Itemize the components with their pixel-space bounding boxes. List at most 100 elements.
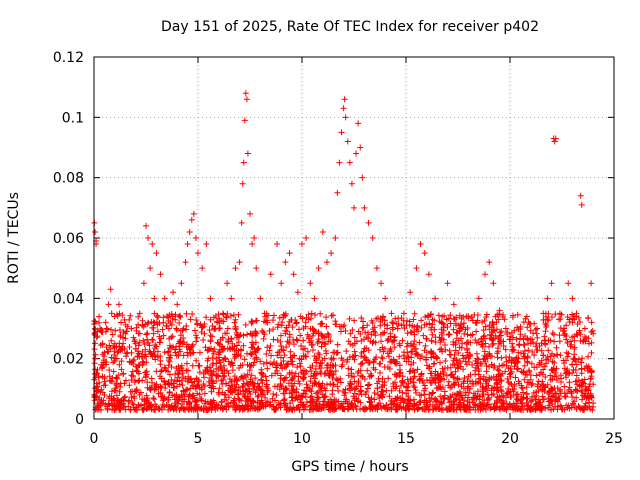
data-point: [135, 313, 142, 320]
data-point: [490, 327, 497, 334]
data-point: [587, 392, 594, 399]
data-point: [390, 320, 397, 327]
data-point: [120, 370, 127, 377]
data-point: [118, 319, 125, 326]
data-point: [97, 406, 104, 413]
data-point: [371, 389, 378, 396]
data-point: [341, 96, 348, 103]
data-point: [249, 379, 256, 386]
data-point: [404, 400, 411, 407]
data-point: [576, 319, 583, 326]
data-point: [576, 382, 583, 389]
data-point: [446, 351, 453, 358]
data-point: [539, 393, 546, 400]
data-point: [231, 355, 238, 362]
data-point: [311, 353, 318, 360]
data-point: [411, 384, 418, 391]
data-point: [429, 389, 436, 396]
data-point: [577, 192, 584, 199]
data-point: [286, 406, 293, 413]
data-point: [172, 316, 179, 323]
data-point: [109, 378, 116, 385]
data-point: [331, 396, 338, 403]
data-point: [548, 280, 555, 287]
data-point: [286, 331, 293, 338]
data-point: [117, 384, 124, 391]
data-point: [318, 384, 325, 391]
data-point: [490, 335, 497, 342]
data-point: [408, 348, 415, 355]
data-point: [245, 403, 252, 410]
data-point: [517, 331, 524, 338]
data-point: [218, 404, 225, 411]
data-point: [568, 341, 575, 348]
data-point: [224, 400, 231, 407]
data-point: [423, 362, 430, 369]
data-point: [377, 369, 384, 376]
data-point: [328, 356, 335, 363]
y-tick-label: 0.02: [53, 352, 84, 368]
data-point: [249, 344, 256, 351]
data-point: [481, 332, 488, 339]
data-point: [366, 381, 373, 388]
data-point: [355, 328, 362, 335]
data-point: [205, 369, 212, 376]
data-point: [249, 351, 256, 358]
data-point: [296, 360, 303, 367]
data-point: [105, 301, 112, 308]
data-point: [464, 331, 471, 338]
data-point: [590, 330, 597, 337]
data-point: [425, 271, 432, 278]
data-point: [323, 381, 330, 388]
data-point: [195, 250, 201, 257]
data-point: [253, 386, 260, 393]
data-point: [336, 159, 343, 166]
data-point: [388, 310, 395, 317]
data-point: [381, 379, 388, 386]
data-point: [193, 334, 200, 341]
data-point: [545, 347, 552, 354]
data-point: [438, 319, 445, 326]
data-point: [407, 340, 414, 347]
data-point: [181, 339, 188, 346]
data-point: [445, 378, 452, 385]
data-point: [511, 363, 518, 370]
data-point: [181, 396, 188, 403]
data-point: [261, 331, 268, 338]
data-point: [94, 383, 101, 390]
data-point: [456, 344, 463, 351]
data-point: [540, 316, 547, 323]
data-point: [200, 337, 207, 344]
data-point: [299, 401, 306, 408]
data-point: [98, 361, 105, 368]
data-point: [259, 387, 266, 394]
data-point: [94, 370, 101, 377]
data-point: [353, 338, 360, 345]
data-point: [470, 394, 477, 401]
data-point: [153, 250, 160, 257]
data-point: [385, 335, 392, 342]
data-point: [564, 314, 571, 321]
data-point: [386, 393, 393, 400]
data-point: [145, 235, 152, 241]
data-point: [297, 363, 304, 370]
data-point: [466, 385, 473, 392]
data-point: [552, 403, 559, 410]
data-point: [588, 319, 595, 326]
data-point: [107, 286, 114, 293]
data-point: [227, 399, 234, 406]
data-point: [238, 219, 245, 226]
data-point: [188, 375, 195, 382]
data-point: [461, 374, 468, 381]
data-point: [244, 393, 251, 400]
data-point: [289, 354, 296, 361]
data-point: [108, 337, 115, 344]
data-point: [93, 393, 100, 400]
data-point: [579, 379, 586, 386]
data-point: [454, 375, 461, 382]
data-point: [260, 360, 267, 367]
data-point: [423, 403, 430, 410]
data-point: [390, 398, 397, 405]
data-point: [144, 330, 151, 337]
data-point: [423, 335, 430, 342]
